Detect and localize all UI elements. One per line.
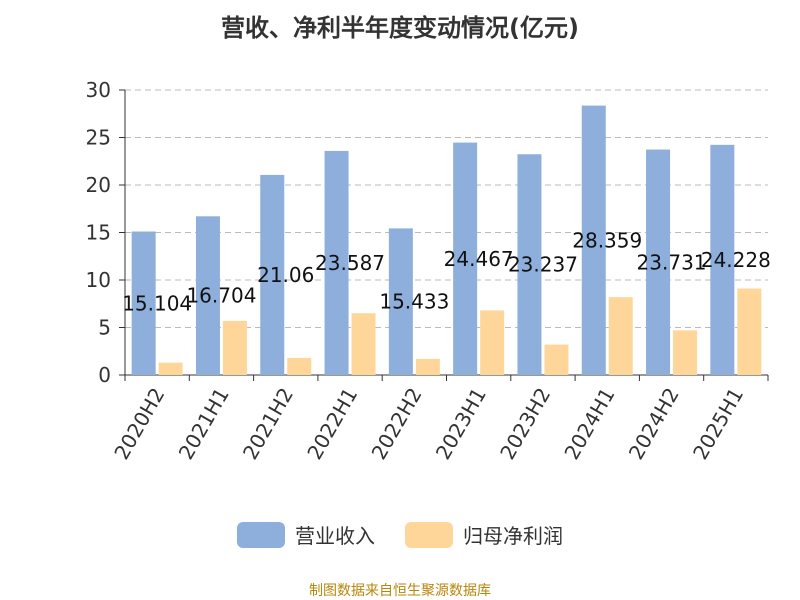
x-tick-label: 2025H1 bbox=[688, 384, 748, 464]
bar-revenue bbox=[710, 144, 735, 375]
y-tick-label: 30 bbox=[86, 78, 111, 102]
bar-profit bbox=[544, 344, 569, 375]
data-label-revenue: 28.359 bbox=[572, 228, 642, 252]
data-label-revenue: 15.433 bbox=[379, 290, 449, 314]
y-tick-label: 10 bbox=[86, 268, 111, 292]
bar-revenue bbox=[260, 174, 285, 375]
y-tick-label: 0 bbox=[98, 363, 111, 387]
legend-item-revenue[interactable]: 营业收入 bbox=[237, 520, 375, 549]
bar-profit bbox=[673, 330, 698, 375]
data-label-revenue: 16.704 bbox=[186, 284, 256, 308]
bar-revenue bbox=[581, 105, 606, 375]
x-tick-label: 2022H1 bbox=[302, 384, 362, 464]
data-label-revenue: 23.731 bbox=[637, 250, 707, 274]
legend-label-revenue: 营业收入 bbox=[295, 524, 375, 548]
y-tick-label: 25 bbox=[86, 126, 111, 150]
bar-profit bbox=[415, 358, 440, 375]
bar-revenue bbox=[388, 228, 413, 375]
bar-profit bbox=[608, 297, 633, 375]
bar-profit bbox=[480, 310, 505, 375]
legend-swatch-profit bbox=[405, 521, 453, 548]
data-label-revenue: 24.228 bbox=[701, 248, 771, 272]
bar-revenue bbox=[646, 149, 671, 375]
x-tick-label: 2021H1 bbox=[174, 384, 234, 464]
legend: 营业收入 归母净利润 bbox=[0, 520, 800, 549]
bar-profit bbox=[351, 313, 376, 375]
y-tick-label: 5 bbox=[98, 316, 111, 340]
legend-label-profit: 归母净利润 bbox=[463, 524, 563, 548]
x-tick-label: 2024H2 bbox=[624, 384, 684, 464]
legend-swatch-revenue bbox=[237, 521, 285, 548]
y-tick-label: 15 bbox=[86, 221, 111, 245]
x-tick-label: 2023H1 bbox=[431, 384, 491, 464]
bar-revenue bbox=[195, 216, 220, 375]
data-label-revenue: 15.104 bbox=[122, 291, 192, 315]
data-label-revenue: 23.587 bbox=[315, 251, 385, 275]
bar-profit bbox=[287, 357, 312, 375]
data-label-revenue: 21.06 bbox=[257, 263, 314, 287]
x-tick-label: 2021H2 bbox=[238, 384, 298, 464]
bar-revenue bbox=[131, 231, 156, 375]
bar-profit bbox=[158, 362, 183, 375]
data-label-revenue: 24.467 bbox=[444, 247, 514, 271]
bar-profit bbox=[222, 320, 247, 375]
source-note: 制图数据来自恒生聚源数据库 bbox=[309, 583, 491, 599]
data-label-revenue: 23.237 bbox=[508, 253, 578, 277]
x-tick-label: 2023H2 bbox=[495, 384, 555, 464]
x-tick-label: 2020H2 bbox=[109, 384, 169, 464]
x-tick-label: 2024H1 bbox=[559, 384, 619, 464]
bar-revenue bbox=[324, 150, 349, 375]
chart-title: 营收、净利半年度变动情况(亿元) bbox=[221, 14, 579, 42]
legend-item-profit[interactable]: 归母净利润 bbox=[405, 520, 563, 549]
x-tick-label: 2022H2 bbox=[367, 384, 427, 464]
y-tick-label: 20 bbox=[86, 173, 111, 197]
bar-revenue bbox=[517, 154, 542, 375]
bar-profit bbox=[737, 288, 762, 375]
bar-revenue bbox=[453, 142, 478, 375]
